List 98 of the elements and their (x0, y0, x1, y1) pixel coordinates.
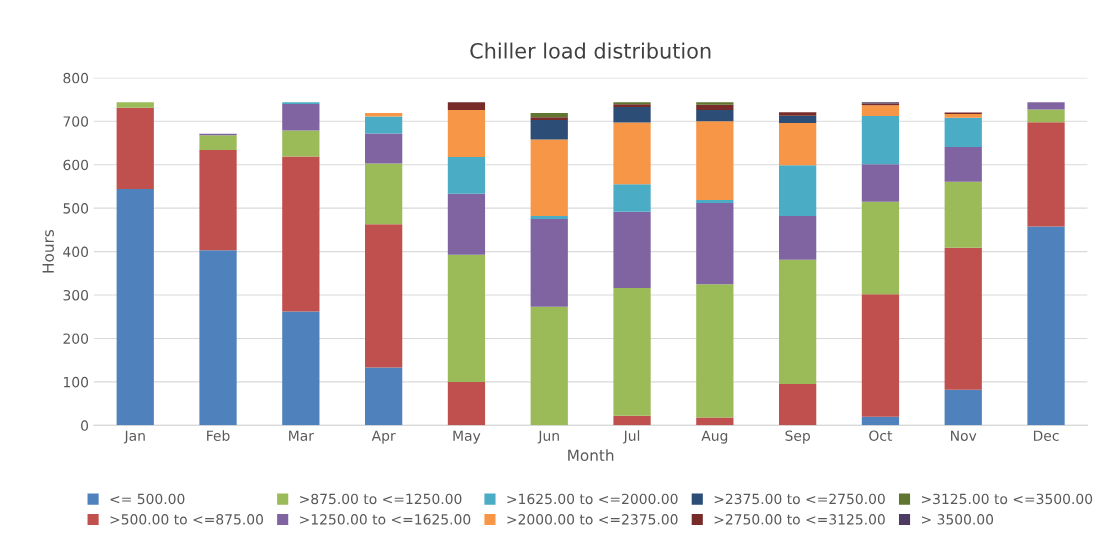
bar (613, 415, 651, 426)
bar (779, 115, 817, 124)
bar (530, 117, 568, 120)
y-tick-label: 800 (63, 72, 89, 84)
bar (530, 219, 568, 307)
bar (365, 367, 403, 426)
x-tick-label: May (453, 430, 481, 444)
bar (944, 389, 982, 426)
bar (861, 201, 900, 295)
bar (944, 247, 982, 390)
bar (779, 112, 817, 116)
bar (779, 384, 817, 426)
bar (779, 215, 817, 260)
bar (365, 224, 403, 368)
x-tick-label: Jul (622, 430, 640, 444)
legend-label: >3125.00 to <=3500.00 (921, 493, 1093, 505)
bar (199, 250, 237, 426)
bar (696, 121, 734, 200)
bar (282, 311, 320, 426)
bar (1027, 226, 1065, 426)
x-tick-label: Jan (123, 430, 145, 444)
bar (613, 106, 651, 123)
bar (199, 135, 237, 150)
bar (447, 381, 486, 426)
bar (365, 116, 403, 134)
bar (282, 130, 320, 157)
x-tick-label: Sep (785, 430, 810, 444)
bar (282, 103, 320, 131)
x-tick-label: Jun (537, 430, 559, 444)
y-tick-label: 700 (63, 116, 89, 127)
bar (861, 294, 900, 417)
bar (447, 254, 486, 382)
x-tick-label: Oct (869, 430, 893, 441)
bar (696, 284, 734, 418)
bar (613, 288, 651, 416)
bar (696, 104, 734, 110)
bar (447, 102, 486, 110)
y-tick-label: 400 (63, 246, 89, 258)
legend-label: >1250.00 to <=1625.00 (300, 514, 471, 525)
bar (696, 109, 734, 122)
bar (1027, 109, 1065, 123)
bar (861, 105, 900, 117)
bar (696, 202, 734, 285)
y-tick-label: 500 (63, 203, 89, 214)
y-tick-label: 600 (63, 159, 89, 171)
bar (779, 123, 817, 166)
y-tick-label: 100 (63, 376, 89, 388)
bar (861, 416, 900, 426)
legend-label: > 3500.00 (921, 514, 994, 525)
legend-label: >1625.00 to <=2000.00 (507, 493, 678, 505)
bar (613, 211, 651, 289)
bar (1027, 122, 1065, 227)
x-axis-title: Month (568, 449, 614, 462)
legend-label: >2750.00 to <=3125.00 (714, 514, 885, 525)
bar (530, 113, 568, 118)
bar (944, 117, 982, 147)
chart-title: Chiller load distribution (470, 42, 711, 59)
bar (116, 102, 154, 108)
legend-label: >500.00 to <=875.00 (110, 514, 264, 525)
bar (944, 181, 982, 248)
bar (530, 139, 568, 216)
y-tick-label: 300 (63, 290, 89, 301)
bar (365, 163, 403, 225)
bar (116, 107, 154, 190)
legend-label: >2375.00 to <=2750.00 (714, 493, 885, 505)
x-tick-label: Aug (701, 430, 728, 444)
bar (1027, 102, 1065, 110)
bar (861, 116, 900, 165)
bar (447, 156, 486, 194)
bar (944, 113, 982, 118)
bar (613, 184, 651, 212)
bar (116, 189, 154, 426)
bar (199, 149, 237, 251)
bar (861, 164, 900, 202)
bar (530, 215, 568, 220)
bar (696, 102, 734, 105)
bar (447, 109, 486, 157)
bar (613, 122, 651, 185)
legend-label: >2000.00 to <=2375.00 (507, 514, 678, 525)
bar (365, 133, 403, 164)
bar (530, 306, 568, 426)
y-tick-label: 0 (81, 420, 89, 431)
x-tick-label: Nov (951, 430, 977, 441)
bar (696, 199, 734, 203)
x-tick-label: Apr (371, 430, 396, 444)
legend-label: >875.00 to <=1250.00 (300, 493, 462, 505)
y-tick-label: 200 (63, 333, 89, 344)
bar (779, 259, 817, 385)
bar (779, 165, 817, 216)
bar (944, 146, 982, 182)
x-tick-label: Dec (1033, 430, 1059, 441)
bar (447, 193, 486, 255)
legend-label: <= 500.00 (110, 493, 185, 505)
x-tick-label: Feb (207, 430, 230, 441)
y-axis-title: Hours (42, 229, 54, 273)
bar (530, 119, 568, 140)
x-tick-label: Mar (289, 430, 314, 441)
bar (282, 156, 320, 312)
